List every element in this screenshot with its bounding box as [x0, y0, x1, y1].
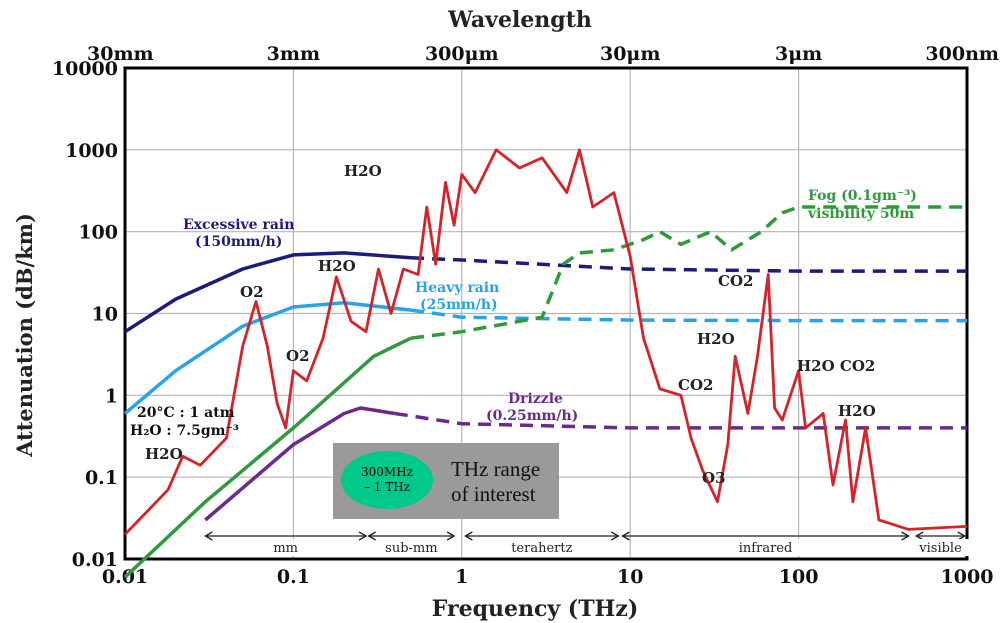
- fog-visibility-label: visibility 50m: [807, 206, 914, 222]
- drizzle-label: Drizzle: [508, 391, 563, 407]
- band-label-bg: [272, 539, 299, 556]
- series-heavy-line: [123, 301, 412, 415]
- top-tick-label: 300μm: [425, 43, 499, 65]
- annotation-h2o: H2O: [697, 330, 735, 348]
- band-arrow-left: [464, 531, 473, 541]
- thz-range-callout: 300MHz – 1 THz THz range of interest: [333, 443, 559, 519]
- annotation-h2o: H2O: [838, 402, 876, 420]
- series-20°c-line: [123, 148, 968, 536]
- fog-label: Fog (0.1gm⁻³): [808, 188, 917, 204]
- ellipse-line2: – 1 THz: [363, 480, 411, 494]
- series-layer: [123, 148, 968, 579]
- conditions-line2: H₂O : 7.5gm⁻³: [130, 423, 239, 439]
- band-arrow-right: [957, 531, 967, 541]
- annotation-co2: CO2: [718, 272, 753, 290]
- x-axis-ticks: 0.01 0.1 1 10 100 1000: [102, 566, 994, 588]
- band-label: infrared: [739, 541, 793, 556]
- callout-line1: THz range: [451, 457, 541, 481]
- x-tick-label: 0.1: [277, 566, 310, 588]
- spectral-band-row: mm sub-mm terahertz infrared visible: [204, 531, 974, 556]
- y-tick-label: 0.01: [72, 549, 118, 571]
- annotation-h2o: H2O: [145, 445, 183, 463]
- x-axis-label: Frequency (THz): [432, 596, 639, 622]
- excessive-rain-label: Excessive rain: [183, 217, 294, 233]
- band-label-bg: [728, 539, 803, 556]
- y-tick-label: 0.1: [85, 467, 118, 489]
- band-arrow-right: [446, 531, 456, 541]
- top-tick-label: 3mm: [267, 43, 320, 65]
- x-tick-label: 10: [617, 566, 643, 588]
- band-label: visible: [918, 541, 962, 556]
- annotation-o2: O2: [240, 283, 264, 301]
- drizzle-rate: (0.25mm/h): [486, 408, 578, 424]
- band-label: sub-mm: [385, 541, 437, 556]
- band-arrow-left: [367, 531, 377, 541]
- top-tick-label: 3μm: [775, 43, 822, 65]
- annotation-h2o: H2O: [344, 162, 382, 180]
- band-arrow-left: [621, 531, 630, 541]
- band-label-bg: [500, 539, 583, 556]
- x-tick-label: 1: [455, 566, 468, 588]
- y-tick-label: 10000: [52, 58, 118, 80]
- series-heavy-line-dashed: [410, 308, 967, 323]
- series-excessive-line: [124, 251, 412, 334]
- annotation-o2: O2: [286, 347, 310, 365]
- band-label-bg: [907, 539, 974, 556]
- y-tick-label: 10: [92, 304, 118, 326]
- top-tick-label: 300nm: [925, 43, 999, 65]
- plot-frame: [123, 66, 969, 561]
- series-fog-line: [123, 336, 412, 579]
- band-arrow-right: [358, 531, 368, 541]
- series-drizzle-line: [204, 406, 396, 522]
- series-excessive-line-dashed: [411, 256, 967, 273]
- x-tick-label: 1000: [941, 566, 994, 588]
- top-axis-ticks: 30mm 3mm 300μm 30μm 3μm 300nm: [87, 43, 999, 65]
- annotation-o3: O3: [702, 469, 726, 487]
- heavy-rain-label: Heavy rain: [415, 280, 499, 296]
- top-tick-label: 30μm: [600, 43, 660, 65]
- annotation-co2: CO2: [678, 376, 713, 394]
- top-tick-label: 30mm: [87, 43, 154, 65]
- y-tick-label: 100: [78, 222, 118, 244]
- band-arrow-right: [901, 531, 910, 541]
- heavy-rain-rate: (25mm/h): [420, 297, 498, 313]
- series-drizzle-line-dashed: [394, 411, 967, 430]
- annotation-h2o: H2O: [318, 257, 356, 275]
- ellipse-line1: 300MHz: [361, 465, 413, 479]
- conditions-line1: 20°C : 1 atm: [137, 405, 235, 421]
- band-arrow-left: [204, 531, 213, 541]
- y-tick-label: 1: [105, 385, 118, 407]
- band-label: mm: [273, 541, 298, 556]
- y-axis-ticks: 0.01 0.1 1 10 100 1000 10000: [52, 58, 118, 571]
- band-arrow-right: [610, 531, 620, 541]
- band-arrow-left: [914, 531, 924, 541]
- thz-range-ellipse: 300MHz – 1 THz: [341, 451, 433, 509]
- y-axis-label: Attenuation (dB/km): [12, 213, 37, 458]
- excessive-rain-rate: (150mm/h): [195, 234, 282, 250]
- band-label-bg: [382, 539, 441, 556]
- chart-title: Wavelength: [447, 7, 592, 33]
- band-label: terahertz: [511, 541, 572, 556]
- y-tick-label: 1000: [65, 140, 118, 162]
- thz-range-text: THz range of interest: [451, 457, 561, 507]
- x-tick-label: 100: [779, 566, 819, 588]
- series-fog-line-dashed: [410, 205, 967, 340]
- annotation-h2o-co2: H2O CO2: [797, 357, 875, 375]
- callout-line2: of interest: [451, 482, 536, 506]
